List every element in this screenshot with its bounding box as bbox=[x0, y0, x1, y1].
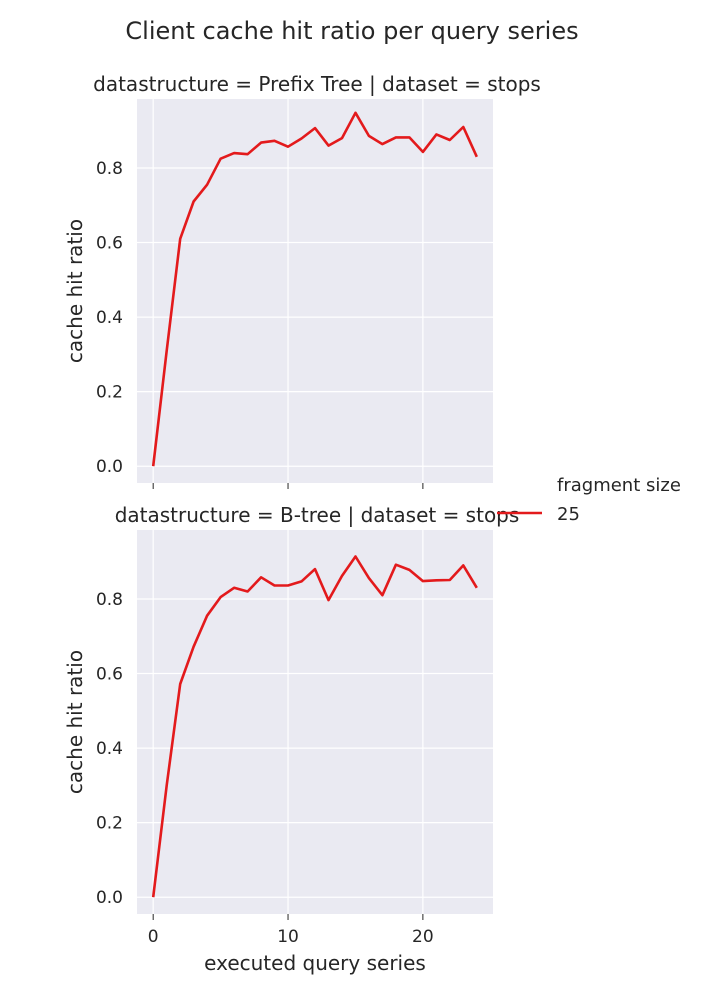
facet-title: datastructure = B-tree | dataset = stops bbox=[115, 503, 520, 527]
chart-suptitle: Client cache hit ratio per query series bbox=[125, 17, 578, 45]
y-tick-label: 0.6 bbox=[96, 234, 123, 254]
y-tick-label: 0.8 bbox=[96, 159, 123, 179]
y-tick-label: 0.2 bbox=[96, 383, 123, 403]
facet-panel-0: 0.0 0.2 0.4 0.6 0.8 datastructure = Prefix Tr… bbox=[63, 72, 541, 489]
y-tick-label: 0.2 bbox=[96, 814, 123, 834]
y-tick-label: 0.4 bbox=[96, 739, 123, 759]
y-tick-label: 0.6 bbox=[96, 665, 123, 685]
plot-area bbox=[137, 530, 493, 914]
x-tick-label: 20 bbox=[412, 927, 434, 947]
y-tick-label: 0.8 bbox=[96, 590, 123, 610]
y-tick-label: 0.0 bbox=[96, 888, 123, 908]
y-axis-label: cache hit ratio bbox=[63, 219, 87, 363]
x-tick-label: 0 bbox=[148, 927, 159, 947]
facet-title: datastructure = Prefix Tree | dataset = … bbox=[93, 72, 541, 96]
facet-panel-1: 0.0 0.2 0.4 0.6 0.8 0 10 20 datastructure = B-tr… bbox=[63, 503, 519, 975]
facet-panels: 0.0 0.2 0.4 0.6 0.8 datastructure = Prefix Tr… bbox=[63, 72, 541, 975]
legend-entry-label: 25 bbox=[557, 504, 580, 525]
x-axis-label: executed query series bbox=[204, 951, 426, 975]
y-tick-label: 0.0 bbox=[96, 457, 123, 477]
y-tick-label: 0.4 bbox=[96, 308, 123, 328]
series-line-25 bbox=[151, 111, 478, 467]
series-line-25 bbox=[151, 555, 478, 898]
y-axis-label: cache hit ratio bbox=[63, 650, 87, 794]
plot-area bbox=[137, 99, 493, 483]
legend-title: fragment size bbox=[557, 475, 681, 496]
legend: fragment size 25 bbox=[497, 475, 681, 525]
x-tick-label: 10 bbox=[277, 927, 299, 947]
